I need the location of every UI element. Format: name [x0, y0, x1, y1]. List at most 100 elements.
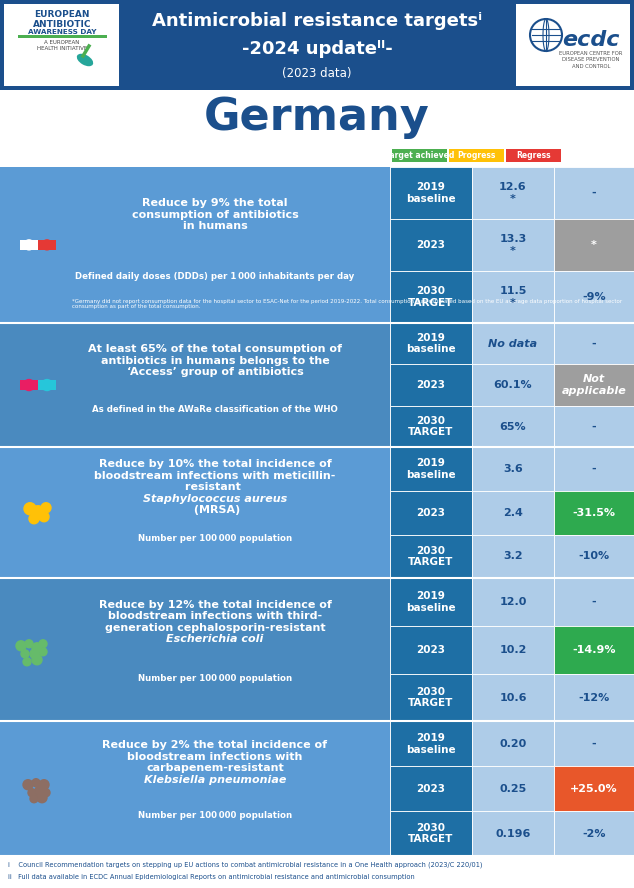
Circle shape	[24, 240, 34, 250]
Bar	[0, 322, 390, 448]
Text: -31.5%: -31.5%	[573, 508, 616, 518]
Circle shape	[37, 793, 47, 803]
Text: Defined daily doses (DDDs) per 1 000 inhabitants per day: Defined daily doses (DDDs) per 1 000 inh…	[75, 272, 354, 281]
Text: (MRSA): (MRSA)	[190, 505, 240, 515]
Text: -2%: -2%	[582, 829, 605, 838]
Bar	[516, 4, 630, 86]
Text: 2030
TARGET: 2030 TARGET	[408, 416, 454, 438]
Bar	[554, 406, 634, 448]
Text: Regress: Regress	[516, 152, 551, 161]
Bar	[472, 766, 554, 811]
Circle shape	[21, 650, 29, 658]
Bar	[390, 766, 472, 811]
Text: 0.25: 0.25	[500, 784, 527, 794]
Bar	[472, 578, 554, 626]
Bar	[390, 721, 472, 766]
Text: bloodstream infections with third-: bloodstream infections with third-	[108, 611, 322, 621]
Bar	[472, 491, 554, 535]
Text: No data: No data	[488, 338, 538, 348]
Bar	[38, 380, 56, 390]
Bar	[0, 90, 634, 145]
Circle shape	[42, 789, 50, 797]
Text: 12.0: 12.0	[500, 597, 527, 607]
Text: resistant: resistant	[185, 482, 245, 492]
Circle shape	[41, 503, 51, 512]
Text: 2030
TARGET: 2030 TARGET	[408, 286, 454, 307]
Bar	[554, 674, 634, 721]
Text: Target achieved: Target achieved	[385, 152, 454, 161]
Bar	[554, 721, 634, 766]
Text: 11.5
*: 11.5 *	[500, 286, 527, 307]
Text: i    Council Recommendation targets on stepping up EU actions to combat antimicr: i Council Recommendation targets on step…	[8, 861, 482, 868]
Circle shape	[39, 648, 47, 656]
Bar	[472, 271, 554, 322]
Bar	[390, 322, 472, 364]
Bar	[506, 149, 561, 163]
Text: 2023: 2023	[417, 380, 446, 390]
Text: Number per 100 000 population: Number per 100 000 population	[138, 674, 292, 683]
Text: 2023: 2023	[417, 784, 446, 794]
Bar	[390, 674, 472, 721]
Text: -: -	[592, 464, 597, 474]
Bar	[4, 4, 119, 86]
Circle shape	[41, 379, 53, 391]
Bar	[472, 448, 554, 491]
Text: -: -	[592, 338, 597, 348]
Bar	[554, 766, 634, 811]
Text: 10.2: 10.2	[500, 645, 527, 654]
Bar	[0, 167, 390, 322]
Text: 2019
baseline: 2019 baseline	[406, 182, 456, 203]
Bar	[390, 626, 472, 674]
Text: Progress: Progress	[457, 152, 496, 161]
Circle shape	[23, 780, 33, 789]
Text: -: -	[592, 597, 597, 607]
Text: A EUROPEAN: A EUROPEAN	[44, 40, 80, 45]
Circle shape	[30, 795, 38, 803]
Text: 2023: 2023	[417, 508, 446, 518]
Bar	[554, 448, 634, 491]
Text: 2023: 2023	[417, 645, 446, 654]
Text: +25.0%: +25.0%	[570, 784, 618, 794]
Text: EUROPEAN CENTRE FOR
DISEASE PREVENTION
AND CONTROL: EUROPEAN CENTRE FOR DISEASE PREVENTION A…	[559, 51, 623, 69]
Text: Reduce by 2% the total incidence of: Reduce by 2% the total incidence of	[103, 741, 328, 750]
Text: -14.9%: -14.9%	[573, 645, 616, 654]
Bar	[20, 240, 38, 250]
Bar	[554, 271, 634, 322]
Text: 0.20: 0.20	[500, 739, 527, 749]
Circle shape	[35, 786, 45, 796]
Bar	[0, 145, 634, 167]
Text: Not
applicable: Not applicable	[562, 374, 626, 396]
Text: 12.6
*: 12.6 *	[499, 182, 527, 203]
Text: Antimicrobial resistance targetsⁱ: Antimicrobial resistance targetsⁱ	[152, 12, 482, 30]
Circle shape	[28, 789, 36, 797]
Text: -: -	[592, 739, 597, 749]
Bar	[554, 578, 634, 626]
Text: 60.1%: 60.1%	[494, 380, 533, 390]
Text: 3.2: 3.2	[503, 551, 523, 561]
Bar	[0, 0, 634, 90]
Text: Staphylococcus aureus: Staphylococcus aureus	[143, 494, 287, 503]
Bar	[390, 811, 472, 856]
Circle shape	[30, 649, 40, 659]
Text: Reduce by 9% the total: Reduce by 9% the total	[142, 198, 288, 208]
Bar	[18, 36, 107, 38]
Text: 2019
baseline: 2019 baseline	[406, 591, 456, 613]
Bar	[390, 271, 472, 322]
Text: Number per 100 000 population: Number per 100 000 population	[138, 811, 292, 821]
Text: 2030
TARGET: 2030 TARGET	[408, 545, 454, 567]
Bar	[0, 721, 390, 856]
Text: EUROPEAN: EUROPEAN	[34, 10, 90, 19]
Bar	[472, 322, 554, 364]
Text: 2030
TARGET: 2030 TARGET	[408, 823, 454, 844]
Text: generation cephalosporin-resistant: generation cephalosporin-resistant	[105, 622, 325, 632]
Text: 3.6: 3.6	[503, 464, 523, 474]
Text: in humans: in humans	[183, 221, 247, 231]
Bar	[554, 322, 634, 364]
Text: *: *	[591, 240, 597, 250]
Text: (2023 data): (2023 data)	[282, 67, 352, 80]
Bar	[472, 674, 554, 721]
Bar	[472, 535, 554, 578]
Bar	[472, 811, 554, 856]
Text: carbapenem-resistant: carbapenem-resistant	[146, 763, 284, 773]
Bar	[0, 448, 390, 578]
